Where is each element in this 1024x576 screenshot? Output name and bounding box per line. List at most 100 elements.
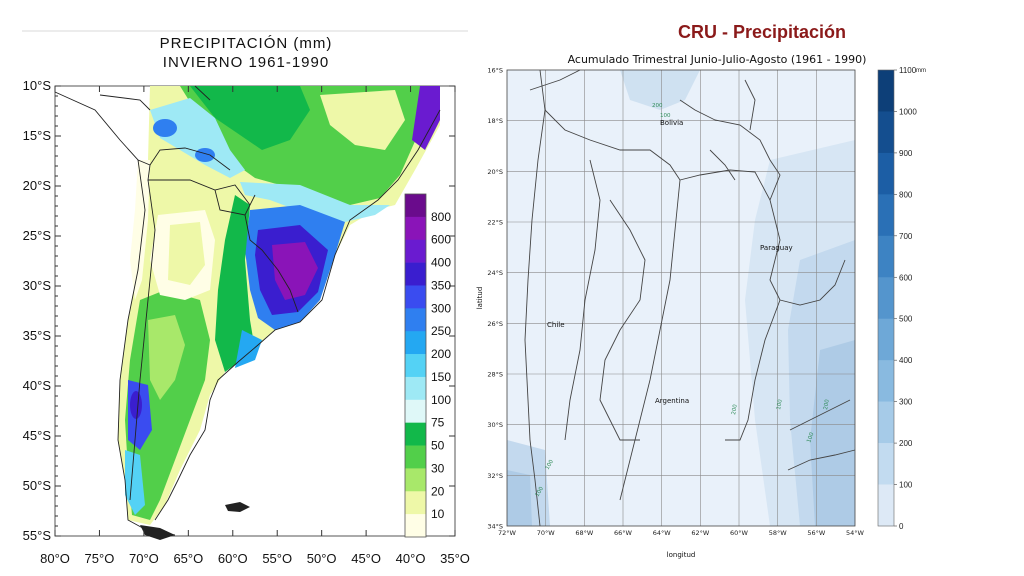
- precipitation-field: [118, 86, 440, 525]
- lon-tick-label: 68°W: [575, 529, 594, 537]
- lon-tick-label: 50°O: [307, 551, 337, 566]
- colorbar-swatch: [878, 277, 894, 320]
- colorbar-swatch: [405, 262, 426, 286]
- country-borders: [54, 85, 441, 536]
- colorbar-label: 100: [431, 393, 451, 407]
- lon-tick-label: 35°O: [440, 551, 470, 566]
- lat-tick-label: 10°S: [23, 78, 52, 93]
- lat-tick-label: 40°S: [23, 378, 52, 393]
- lat-tick-label: 16°S: [487, 67, 503, 75]
- colorbar-label: 300: [899, 398, 913, 407]
- contour-label: 200: [823, 398, 831, 410]
- lon-tick-label: 55°O: [262, 551, 292, 566]
- contour-label: 100: [535, 485, 546, 498]
- left-axis-ticks: [54, 85, 456, 537]
- contour-label: 100: [776, 398, 784, 410]
- colorbar-label: 700: [899, 232, 913, 241]
- colorbar-label: 300: [431, 301, 451, 315]
- colorbar-label: 600: [431, 233, 451, 247]
- colorbar-frame: [404, 193, 427, 538]
- left-map-svg: 10°S 15°S 20°S 25°S 30°S 35°S 40°S 45°S 50°S 55°S…: [22, 30, 470, 566]
- winter-precipitation-map-panel: PRECIPITACIÓN (mm) INVIERNO 1961-1990: [0, 0, 470, 576]
- cru-precipitation-map-panel: CRU - Precipitación Acumulado Trimestral…: [470, 0, 1024, 576]
- colorbar-swatch: [405, 376, 426, 401]
- lon-tick-label: 70°W: [537, 529, 556, 537]
- lat-tick-label: 25°S: [23, 228, 52, 243]
- lat-tick-label: 50°S: [23, 478, 52, 493]
- right-country-borders: [524, 69, 856, 527]
- colorbar-label: 250: [431, 324, 451, 338]
- lon-tick-label: 60°W: [730, 529, 749, 537]
- tierra-del-fuego: [140, 525, 175, 540]
- colorbar-swatch: [405, 194, 426, 218]
- colorbar-swatch: [405, 422, 426, 446]
- colorbar-label: 200: [431, 347, 451, 361]
- lat-tick-label: 55°S: [23, 528, 52, 543]
- colorbar-label: 20: [431, 484, 445, 498]
- colorbar-swatch: [878, 443, 894, 485]
- contour-label: 200: [652, 103, 663, 109]
- colorbar-swatch: [405, 399, 426, 423]
- lat-tick-label: 22°S: [487, 219, 503, 227]
- colorbar-label: 400: [899, 356, 913, 365]
- label-bolivia: Bolivia: [660, 119, 683, 127]
- colorbar-swatch: [878, 401, 894, 444]
- lon-tick-label: 65°O: [173, 551, 203, 566]
- colorbar-label: 900: [899, 149, 913, 158]
- right-map-grid: [507, 70, 855, 526]
- colorbar-label: 0: [899, 522, 904, 531]
- colorbar-swatch: [405, 285, 426, 309]
- lat-tick-label: 18°S: [487, 117, 503, 125]
- colorbar-swatch: [878, 484, 894, 527]
- contour-label: 200: [731, 403, 739, 415]
- colorbar-swatch: [405, 445, 426, 469]
- lat-tick-label: 24°S: [487, 269, 503, 277]
- lon-tick-label: 75°O: [85, 551, 115, 566]
- colorbar-label: 400: [431, 256, 451, 270]
- colorbar-label: 350: [431, 278, 451, 292]
- lon-tick-label: 58°W: [769, 529, 788, 537]
- colorbar-label: 150: [431, 370, 451, 384]
- lat-tick-label: 20°S: [23, 178, 52, 193]
- colorbar-swatch: [405, 468, 426, 492]
- lat-tick-label: 34°S: [487, 523, 503, 531]
- right-lat-axis: 16°S 18°S 20°S 22°S 24°S 26°S 28°S 30°S 32°S 34°S: [487, 67, 503, 531]
- colorbar-label: 500: [899, 315, 913, 324]
- colorbar-frame: [877, 69, 895, 527]
- right-lon-axis: 72°W 70°W 68°W 66°W 64°W 62°W 60°W 58°W 56°W 54°W: [498, 529, 865, 537]
- lon-tick-label: 72°W: [498, 529, 517, 537]
- colorbar-swatch: [878, 194, 894, 237]
- colorbar-swatch: [878, 152, 894, 195]
- lon-tick-label: 60°O: [218, 551, 248, 566]
- left-colorbar: 800 600 400 350 300 250 200 150 100 75 50 30 20 10: [404, 193, 451, 538]
- colorbar-swatch: [405, 239, 426, 263]
- ylabel-latitud: latitud: [476, 287, 484, 310]
- lon-tick-label: 64°W: [653, 529, 672, 537]
- colorbar-label: 200: [899, 439, 913, 448]
- colorbar-label: 10: [431, 507, 445, 521]
- lat-tick-label: 30°S: [23, 278, 52, 293]
- contour-label: 100: [660, 113, 671, 119]
- lon-tick-label: 70°O: [129, 551, 159, 566]
- colorbar-label: 1000: [899, 107, 917, 116]
- right-map-subtitle: Acumulado Trimestral Junio-Julio-Agosto …: [567, 53, 867, 66]
- colorbar-label: 800: [431, 210, 451, 224]
- colorbar-swatch: [405, 354, 426, 378]
- left-map-title: PRECIPITACIÓN (mm): [159, 35, 333, 52]
- left-lat-axis: 10°S 15°S 20°S 25°S 30°S 35°S 40°S 45°S 50°S 55°S: [23, 78, 52, 543]
- colorbar-label: 75: [431, 416, 445, 430]
- colorbar-unit: mm: [916, 68, 926, 74]
- lon-tick-label: 56°W: [807, 529, 826, 537]
- lat-tick-label: 45°S: [23, 428, 52, 443]
- colorbar-label: 50: [431, 439, 445, 453]
- xlabel-longitud: longitud: [667, 551, 696, 559]
- lat-tick-label: 15°S: [23, 128, 52, 143]
- colorbar-swatch: [878, 111, 894, 154]
- colorbar-swatch: [405, 216, 426, 241]
- lat-tick-label: 30°S: [487, 421, 503, 429]
- colorbar-swatch: [878, 235, 894, 278]
- label-chile: Chile: [547, 321, 565, 329]
- label-paraguay: Paraguay: [760, 244, 793, 252]
- colorbar-label: 600: [899, 273, 913, 282]
